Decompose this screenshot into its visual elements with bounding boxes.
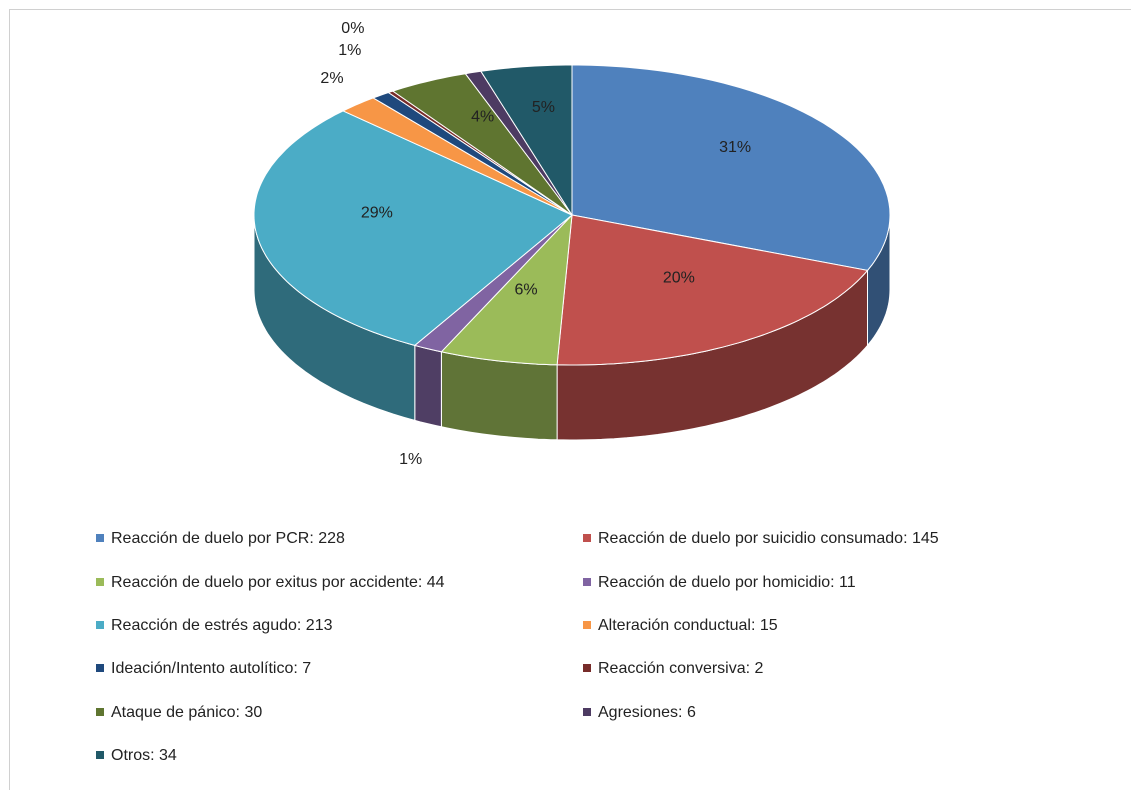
legend-label: Ideación/Intento autolítico: 7 <box>111 660 311 677</box>
legend-swatch <box>583 534 591 542</box>
legend-label: Alteración conductual: 15 <box>598 617 778 634</box>
chart-frame <box>9 9 1131 790</box>
slice <box>571 64 891 271</box>
legend-swatch <box>96 534 104 542</box>
data-label: 5% <box>532 99 555 116</box>
legend-label: Reacción de estrés agudo: 213 <box>111 617 333 634</box>
legend-label: Reacción de duelo por suicidio consumado… <box>598 530 939 547</box>
legend-swatch <box>96 578 104 586</box>
data-label: 29% <box>361 204 393 221</box>
legend-swatch <box>583 708 591 716</box>
slice <box>480 64 573 217</box>
legend-label: Reacción conversiva: 2 <box>598 660 764 677</box>
legend-label: Reacción de duelo por PCR: 228 <box>111 530 345 547</box>
data-label: 0% <box>341 20 364 37</box>
legend-label: Ataque de pánico: 30 <box>111 704 262 721</box>
legend-swatch <box>96 664 104 672</box>
slice-side <box>440 351 558 441</box>
slice <box>413 214 573 353</box>
legend-swatch <box>96 621 104 629</box>
legend-swatch <box>583 621 591 629</box>
legend-label: Agresiones: 6 <box>598 704 696 721</box>
slice <box>341 97 573 216</box>
legend-label: Otros: 34 <box>111 747 177 764</box>
legend-swatch <box>96 751 104 759</box>
data-label: 6% <box>515 282 538 299</box>
legend-label: Reacción de duelo por exitus por acciden… <box>111 574 445 591</box>
data-label: 1% <box>399 451 422 468</box>
slice <box>440 213 573 366</box>
data-label: 20% <box>663 269 695 286</box>
slice-side <box>414 344 442 428</box>
legend-swatch <box>583 578 591 586</box>
legend-swatch <box>583 664 591 672</box>
data-label: 2% <box>320 70 343 87</box>
legend-label: Reacción de duelo por homicidio: 11 <box>598 574 856 591</box>
data-label: 31% <box>719 139 751 156</box>
data-label: 4% <box>471 108 494 125</box>
slice <box>391 73 573 216</box>
data-label: 1% <box>338 42 361 59</box>
slice <box>253 110 573 346</box>
slice <box>556 214 869 366</box>
legend-swatch <box>96 708 104 716</box>
